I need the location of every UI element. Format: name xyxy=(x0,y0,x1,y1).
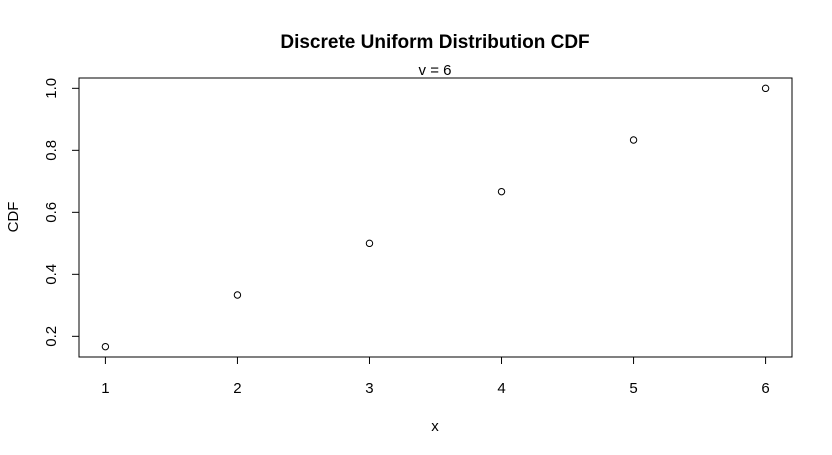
data-point xyxy=(365,239,374,248)
y-axis: 0.2 0.4 0.6 0.8 1.0 xyxy=(43,78,80,347)
y-tick-label: 0.2 xyxy=(43,326,60,347)
x-axis: 1 2 3 4 5 6 xyxy=(101,356,770,397)
data-points xyxy=(101,84,770,351)
y-tick-label: 0.6 xyxy=(43,202,60,223)
y-tick-label: 0.8 xyxy=(43,140,60,161)
data-point xyxy=(233,291,242,299)
chart-subtitle: v = 6 xyxy=(419,62,452,79)
x-tick-label: 4 xyxy=(497,380,505,397)
chart-title: Discrete Uniform Distribution CDF xyxy=(280,32,589,53)
y-tick-label: 1.0 xyxy=(43,78,60,99)
y-axis-label: CDF xyxy=(5,202,22,233)
x-tick-label: 2 xyxy=(233,380,241,397)
data-point xyxy=(629,136,638,144)
data-point xyxy=(761,84,770,93)
data-point xyxy=(101,342,110,351)
y-tick-label: 0.4 xyxy=(43,264,60,285)
x-tick-label: 6 xyxy=(761,380,769,397)
x-tick-label: 3 xyxy=(365,380,373,397)
plot-frame xyxy=(78,77,793,358)
x-axis-label: x xyxy=(431,418,439,435)
data-point xyxy=(497,187,506,196)
x-tick-label: 1 xyxy=(101,380,109,397)
x-tick-label: 5 xyxy=(629,380,637,397)
